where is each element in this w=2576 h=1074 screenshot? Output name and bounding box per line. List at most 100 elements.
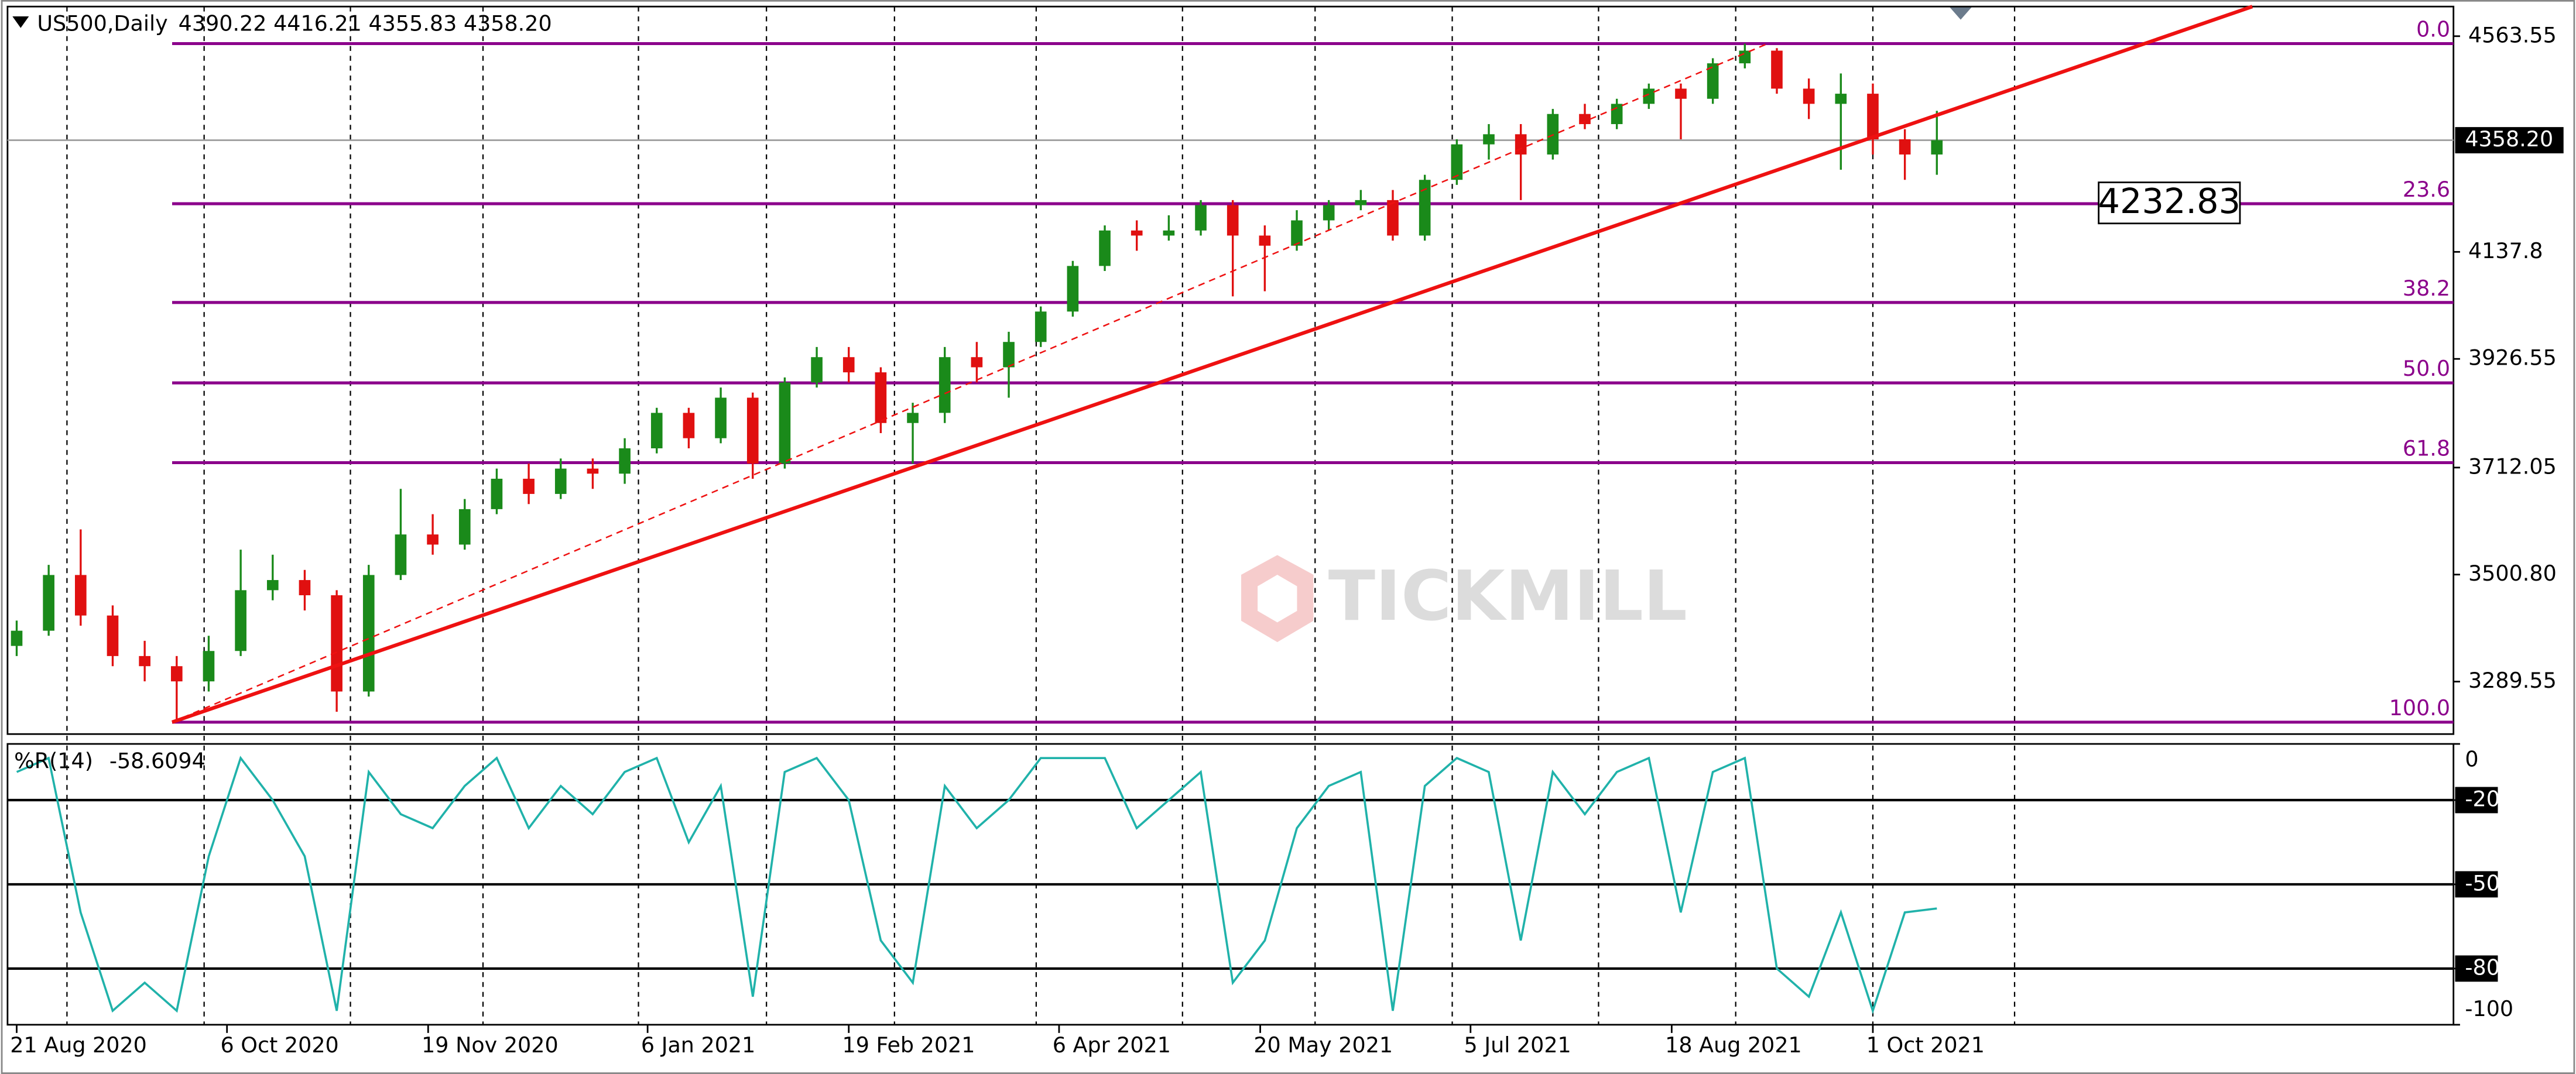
candle-body bbox=[746, 397, 759, 464]
fib-level-label: 0.0 bbox=[2416, 17, 2450, 42]
candle-body bbox=[266, 580, 279, 591]
main-pane-border bbox=[6, 5, 2455, 735]
candle-body bbox=[1611, 104, 1623, 125]
current-price-box bbox=[2455, 127, 2564, 154]
x-tick-label: 1 Oct 2021 bbox=[1866, 1032, 1985, 1058]
x-tick-label: 19 Feb 2021 bbox=[842, 1032, 975, 1058]
candle-body bbox=[1419, 180, 1431, 236]
price-annotation: 4232.83 bbox=[2098, 181, 2241, 221]
candle-body bbox=[11, 630, 23, 646]
candle-body bbox=[1451, 144, 1463, 180]
candle-body bbox=[139, 656, 150, 667]
candle-body bbox=[650, 413, 663, 449]
candle-body bbox=[1131, 230, 1143, 236]
candle-body bbox=[74, 575, 87, 616]
current-price-label: 4358.20 bbox=[2465, 126, 2553, 152]
candle-body bbox=[1291, 220, 1303, 246]
candle-body bbox=[1579, 114, 1591, 125]
indicator-line bbox=[16, 756, 1937, 1014]
candle-body bbox=[1163, 230, 1175, 236]
fib-level-label: 100.0 bbox=[2389, 695, 2450, 720]
candle-body bbox=[458, 509, 471, 545]
x-tick-label: 5 Jul 2021 bbox=[1464, 1032, 1571, 1058]
ohlc-label: 4390.22 4416.21 4355.83 4358.20 bbox=[179, 11, 552, 36]
candle-body bbox=[1227, 205, 1239, 236]
candle-body bbox=[1067, 266, 1079, 312]
candle-body bbox=[587, 468, 599, 474]
y-tick-label: 3289.55 bbox=[2468, 668, 2557, 693]
y-tick-label: -20 bbox=[2465, 786, 2500, 811]
y-tick-label: 4137.8 bbox=[2468, 238, 2543, 263]
candle-body bbox=[1387, 200, 1399, 236]
fib-level-label: 38.2 bbox=[2403, 276, 2450, 301]
candle-body bbox=[299, 580, 311, 596]
candle-body bbox=[1259, 235, 1271, 246]
indicator-value: -58.6094 bbox=[109, 748, 205, 773]
candle-body bbox=[331, 595, 342, 692]
candle-body bbox=[1355, 200, 1367, 205]
candle-body bbox=[170, 666, 183, 682]
candle-body bbox=[554, 468, 567, 494]
candle-body bbox=[1034, 311, 1047, 342]
indicator-title: %R(14) bbox=[14, 748, 93, 773]
candle-body bbox=[43, 575, 54, 631]
y-tick-label: 3926.55 bbox=[2468, 345, 2557, 370]
candle-body bbox=[1483, 134, 1495, 145]
candle-body bbox=[1195, 205, 1207, 231]
watermark-logo-inner bbox=[1258, 575, 1297, 623]
candle-body bbox=[779, 382, 791, 464]
candle-body bbox=[1515, 134, 1527, 155]
candle-body bbox=[811, 357, 823, 383]
watermark: TICKMILL bbox=[1241, 555, 1687, 643]
trendline bbox=[172, 43, 1768, 723]
candle-body bbox=[1099, 230, 1111, 266]
level-label-box bbox=[2455, 787, 2498, 814]
x-tick-label: 6 Apr 2021 bbox=[1053, 1032, 1171, 1058]
candle-body bbox=[1835, 94, 1847, 104]
watermark-text: TICKMILL bbox=[1328, 556, 1687, 636]
candle-body bbox=[1323, 205, 1335, 221]
x-tick-label: 21 Aug 2020 bbox=[10, 1032, 147, 1058]
candle-body bbox=[938, 357, 951, 413]
menu-arrow bbox=[12, 16, 29, 28]
candle-body bbox=[683, 413, 695, 438]
x-tick-label: 18 Aug 2021 bbox=[1665, 1032, 1802, 1058]
candle-body bbox=[1899, 139, 1911, 155]
candle-body bbox=[1739, 50, 1751, 64]
candle-body bbox=[491, 478, 503, 509]
candle-body bbox=[1803, 88, 1815, 104]
level-label-box bbox=[2455, 871, 2498, 898]
fib-level-label: 23.6 bbox=[2403, 177, 2450, 202]
candle-body bbox=[1867, 94, 1879, 140]
x-tick-label: 6 Oct 2020 bbox=[220, 1032, 338, 1058]
y-tick-label: 0 bbox=[2465, 747, 2478, 772]
candle-body bbox=[907, 413, 919, 423]
x-tick-label: 20 May 2021 bbox=[1253, 1032, 1393, 1058]
symbol-label: US500,Daily bbox=[37, 11, 167, 36]
y-tick-label: 4563.55 bbox=[2468, 22, 2557, 47]
candle-body bbox=[235, 590, 246, 651]
fib-level-label: 50.0 bbox=[2403, 356, 2450, 381]
candle-body bbox=[715, 397, 727, 438]
candle-body bbox=[395, 534, 407, 575]
candle-body bbox=[107, 615, 119, 656]
candle-body bbox=[875, 372, 887, 423]
fib-level-label: 61.8 bbox=[2403, 436, 2450, 461]
candle-body bbox=[971, 357, 983, 368]
candle-body bbox=[427, 534, 439, 545]
candle-body bbox=[1675, 88, 1687, 99]
y-tick-label: -100 bbox=[2465, 996, 2513, 1021]
trendline bbox=[171, 5, 2253, 724]
candle-body bbox=[1003, 342, 1015, 368]
candle-body bbox=[362, 575, 375, 692]
candle-body bbox=[523, 478, 535, 494]
candle-body bbox=[619, 448, 631, 474]
shift-marker bbox=[1949, 6, 1972, 20]
candle-body bbox=[1771, 50, 1783, 89]
level-label-box bbox=[2455, 955, 2498, 982]
x-tick-label: 6 Jan 2021 bbox=[641, 1032, 755, 1058]
y-tick-label: 3712.05 bbox=[2468, 454, 2557, 479]
candle-body bbox=[1707, 63, 1719, 99]
